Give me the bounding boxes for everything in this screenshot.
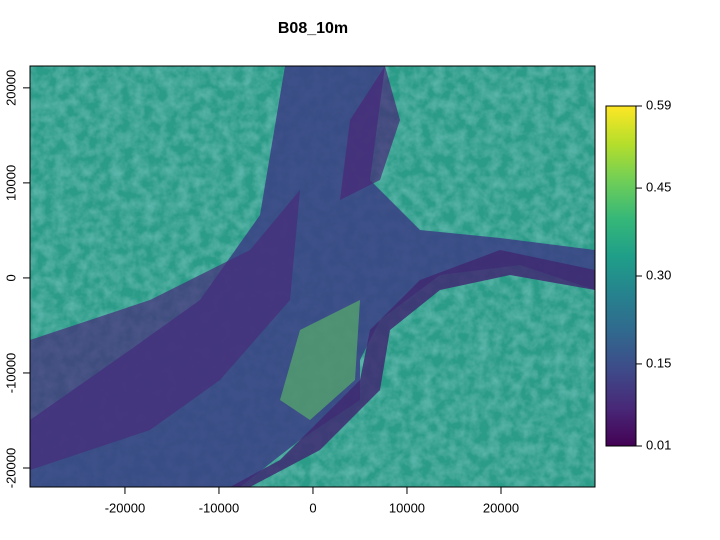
x-tick-label: -20000 <box>105 500 145 515</box>
colorbar <box>605 105 637 447</box>
raster-image <box>30 66 595 487</box>
y-tick-label: 20000 <box>3 70 18 106</box>
x-tick-label: -10000 <box>199 500 239 515</box>
colorbar-tick-label: 0.01 <box>646 437 671 452</box>
y-tick-label: -20000 <box>3 448 18 488</box>
colorbar-tick-label: 0.30 <box>646 267 671 282</box>
chart-title: B08_10m <box>278 20 348 37</box>
x-tick-label: 0 <box>309 500 316 515</box>
y-tick-label: -10000 <box>3 353 18 393</box>
x-tick-label: 10000 <box>389 500 425 515</box>
y-tick-label: 10000 <box>3 165 18 201</box>
x-tick-label: 20000 <box>483 500 519 515</box>
colorbar-tick-label: 0.45 <box>646 180 671 195</box>
y-tick-label: 0 <box>3 274 18 281</box>
colorbar-tick-label: 0.59 <box>646 97 671 112</box>
colorbar-tick-label: 0.15 <box>646 355 671 370</box>
